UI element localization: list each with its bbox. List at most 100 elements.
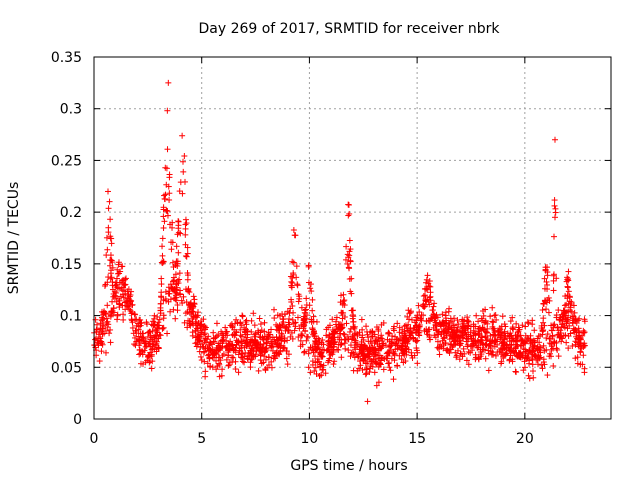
data-point (113, 289, 120, 296)
data-point (296, 325, 303, 332)
data-point (344, 251, 351, 258)
data-point (301, 349, 308, 356)
data-point (219, 352, 226, 359)
data-point (310, 347, 317, 354)
data-point (506, 333, 513, 340)
data-point (235, 369, 242, 376)
data-point (434, 331, 441, 338)
data-point (431, 300, 438, 307)
data-point (343, 243, 350, 250)
data-point (184, 324, 191, 331)
data-point (362, 342, 369, 349)
data-point (342, 345, 349, 352)
data-point (338, 354, 345, 361)
data-point (255, 367, 262, 374)
data-point (167, 221, 174, 228)
data-point (413, 338, 420, 345)
data-point (515, 324, 522, 331)
data-point (108, 308, 115, 315)
data-point (576, 336, 583, 343)
data-point (362, 345, 369, 352)
data-point (345, 201, 352, 208)
data-point (237, 332, 244, 339)
data-point (447, 346, 454, 353)
data-point (378, 321, 385, 328)
data-point (431, 332, 438, 339)
data-point (482, 355, 489, 362)
data-point (177, 230, 184, 237)
data-point (129, 302, 136, 309)
data-point (540, 342, 547, 349)
data-point (538, 362, 545, 369)
data-point (369, 333, 376, 340)
data-point (247, 350, 254, 357)
data-point (550, 362, 557, 369)
data-point (173, 258, 180, 265)
data-point (339, 300, 346, 307)
data-point (325, 338, 332, 345)
data-point (95, 331, 102, 338)
data-point (520, 367, 527, 374)
data-point (177, 179, 184, 186)
data-point (551, 197, 558, 204)
data-point (128, 310, 135, 317)
data-point (270, 355, 277, 362)
data-point (348, 336, 355, 343)
data-point (101, 308, 108, 315)
data-point (209, 364, 216, 371)
data-point (145, 352, 152, 359)
data-point (365, 347, 372, 354)
data-point (110, 305, 117, 312)
data-point (417, 316, 424, 323)
data-point (291, 327, 298, 334)
data-point (93, 321, 100, 328)
data-point (132, 316, 139, 323)
data-point (164, 212, 171, 219)
data-point (456, 341, 463, 348)
data-point (477, 348, 484, 355)
data-point (315, 335, 322, 342)
data-point (239, 350, 246, 357)
data-point (363, 366, 370, 373)
data-point (507, 318, 514, 325)
data-point (531, 327, 538, 334)
data-point (160, 312, 167, 319)
data-point (376, 343, 383, 350)
data-point (566, 298, 573, 305)
data-point (236, 347, 243, 354)
data-point (202, 335, 209, 342)
data-point (563, 339, 570, 346)
data-point (133, 338, 140, 345)
data-point (526, 360, 533, 367)
data-point (373, 382, 380, 389)
data-point (170, 306, 177, 313)
data-point (141, 340, 148, 347)
data-point (258, 360, 265, 367)
data-point (261, 319, 268, 326)
data-point (502, 323, 509, 330)
data-point (147, 332, 154, 339)
data-point (281, 311, 288, 318)
data-point (222, 330, 229, 337)
data-point (326, 355, 333, 362)
x-tick-label: 10 (301, 431, 319, 447)
data-point (521, 358, 528, 365)
data-point (349, 307, 356, 314)
data-point (194, 330, 201, 337)
data-point (223, 356, 230, 363)
data-point (518, 342, 525, 349)
data-point (146, 359, 153, 366)
data-point (426, 332, 433, 339)
data-point (297, 337, 304, 344)
data-point (510, 348, 517, 355)
data-point (100, 315, 107, 322)
data-point (357, 362, 364, 369)
y-tick-label: 0.1 (60, 309, 82, 325)
data-point (309, 344, 316, 351)
data-point (425, 280, 432, 287)
data-point (210, 329, 217, 336)
data-point (567, 330, 574, 337)
data-point (213, 333, 220, 340)
data-point (502, 341, 509, 348)
data-point (257, 321, 264, 328)
